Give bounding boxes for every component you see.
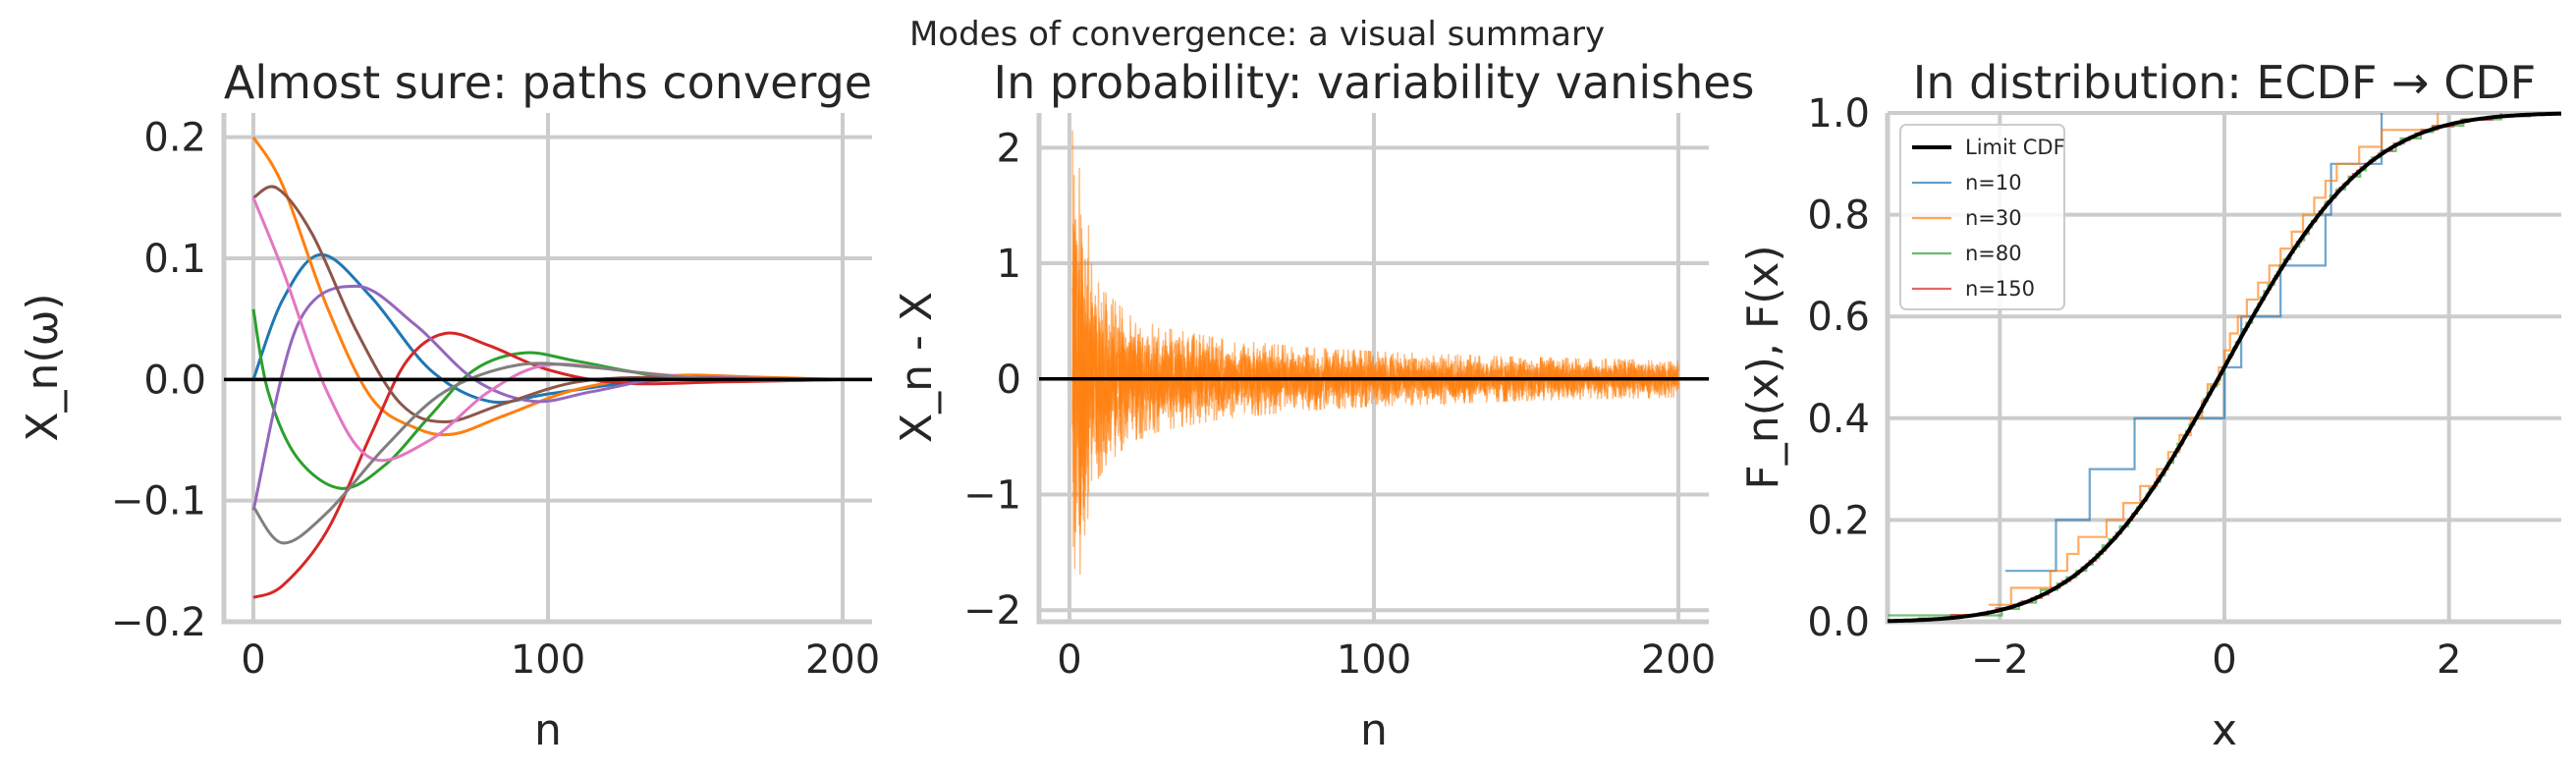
y-tick-label: −0.2 xyxy=(111,600,206,645)
panel-title: In probability: variability vanishes xyxy=(994,56,1755,109)
x-tick-label: 100 xyxy=(1337,637,1411,683)
y-tick-label: −1 xyxy=(963,473,1021,519)
y-tick-label: 0.8 xyxy=(1807,193,1870,239)
path-series-line xyxy=(251,136,844,437)
y-tick-label: 0.2 xyxy=(1807,498,1870,543)
y-tick-label: 2 xyxy=(997,126,1021,171)
x-tick-label: 0 xyxy=(1057,637,1081,683)
y-tick-label: −0.1 xyxy=(111,479,206,525)
y-tick-label: 0.6 xyxy=(1807,295,1870,340)
legend-label: n=10 xyxy=(1965,171,2022,194)
x-tick-label: −2 xyxy=(1971,637,2029,683)
y-tick-label: 1.0 xyxy=(1807,91,1870,137)
legend: Limit CDF n=10 n=30 n=80 n=150 xyxy=(1899,124,2065,310)
panel-almost-sure: 0 100 200 −0.2 −0.1 0.0 0.1 0.2 Almost sure: pat… xyxy=(18,56,880,755)
y-axis-label: F_n(x), F(x) xyxy=(1738,245,1788,489)
x-tick-label: 0 xyxy=(241,637,265,683)
x-axis-label: n xyxy=(1360,705,1388,755)
y-tick-label: 0.4 xyxy=(1807,397,1870,442)
x-tick-label: 2 xyxy=(2437,637,2461,683)
figure-title: Modes of convergence: a visual summary xyxy=(909,15,1605,54)
sample-path-line xyxy=(1071,167,1679,509)
legend-label: Limit CDF xyxy=(1965,136,2065,159)
panel-in-probability: 0 100 200 −2 −1 0 1 2 In probability: variabilit… xyxy=(892,56,1755,755)
limit-cdf-line xyxy=(1888,111,2561,624)
y-tick-label: 1 xyxy=(997,242,1021,287)
x-tick-label: 200 xyxy=(805,637,880,683)
x-tick-label: 100 xyxy=(511,637,585,683)
path-series-line xyxy=(252,331,844,599)
panel-title: Almost sure: paths converge xyxy=(224,56,872,109)
ecdf-step-line xyxy=(2005,113,2384,573)
x-axis-label: x xyxy=(2212,705,2237,755)
y-tick-label: 0.1 xyxy=(143,237,206,282)
legend-label: n=80 xyxy=(1965,242,2022,265)
y-tick-label: 0 xyxy=(997,358,1021,403)
legend-label: n=150 xyxy=(1965,277,2035,301)
axis-spine xyxy=(1036,113,1709,625)
legend-box xyxy=(1899,124,2065,310)
x-axis-label: n xyxy=(534,705,562,755)
y-tick-label: 0.2 xyxy=(143,116,206,161)
y-axis-label: X_n(ω) xyxy=(18,293,68,441)
y-tick-label: 0.0 xyxy=(1807,600,1870,645)
y-tick-label: 0.0 xyxy=(143,358,206,403)
panel-in-distribution: −2 0 2 0.0 0.2 0.4 0.6 0.8 1.0 In distribution: E… xyxy=(1738,56,2561,755)
y-tick-label: −2 xyxy=(963,588,1021,634)
legend-label: n=30 xyxy=(1965,206,2022,230)
x-tick-label: 0 xyxy=(2212,637,2236,683)
axis-spine xyxy=(221,113,872,625)
panel-title: In distribution: ECDF → CDF xyxy=(1913,56,2536,109)
x-tick-label: 200 xyxy=(1641,637,1716,683)
y-axis-label: X_n - X xyxy=(892,292,942,443)
